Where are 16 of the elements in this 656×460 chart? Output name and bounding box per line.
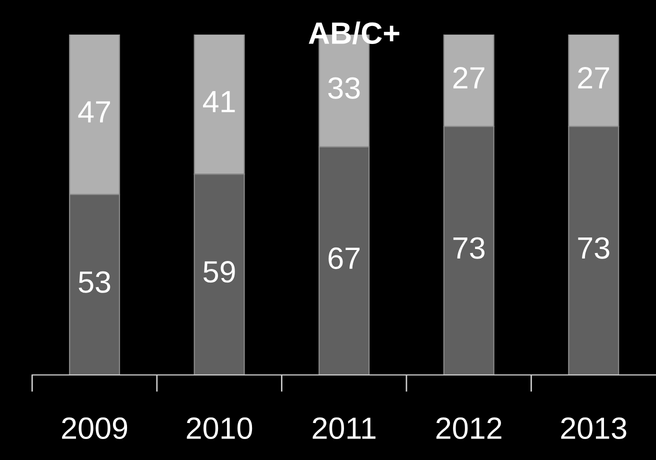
x-tick-label: 2012 (436, 417, 502, 440)
x-tick-label: 2011 (312, 417, 376, 440)
data-label: 59 (204, 261, 235, 283)
data-label: 67 (328, 247, 360, 270)
data-label: 41 (203, 91, 235, 112)
data-label: 27 (578, 67, 610, 88)
data-label: 47 (78, 101, 110, 122)
chart-title: AB/C+ (308, 22, 400, 44)
x-tick-label: 2009 (62, 417, 128, 440)
data-label: 27 (453, 67, 484, 88)
x-tick-label: 2010 (186, 417, 252, 440)
data-label: 53 (78, 271, 110, 293)
data-label: 73 (578, 237, 610, 259)
data-label: 33 (328, 77, 360, 99)
x-tick-label: 2013 (561, 417, 626, 440)
data-label: 73 (453, 237, 484, 259)
